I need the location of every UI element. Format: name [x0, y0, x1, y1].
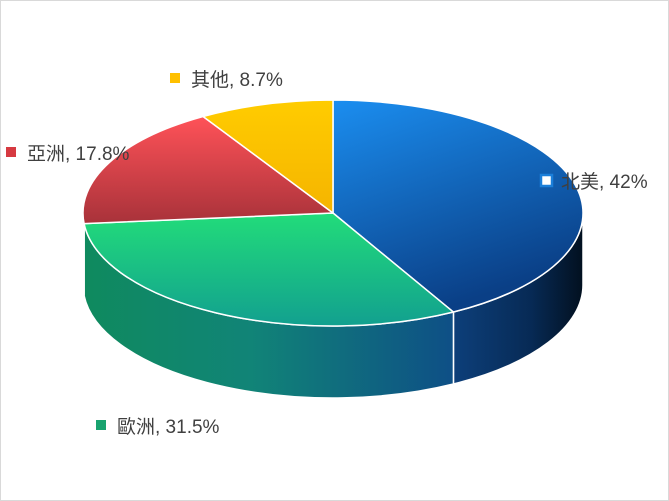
label-text-north-america: 北美, 42%: [561, 171, 648, 193]
legend-marker-europe: [96, 420, 106, 430]
legend-marker-asia: [6, 147, 16, 157]
pie-slice-other: [202, 99, 334, 214]
data-label-north-america: 北美, 42%: [539, 171, 648, 193]
pie-slice-asia: [82, 115, 334, 225]
legend-marker-north-america: [539, 173, 554, 188]
label-text-europe: 歐洲, 31.5%: [117, 416, 220, 438]
label-text-asia: 亞洲, 17.8%: [27, 144, 130, 165]
label-text-other: 其他, 8.7%: [191, 69, 283, 91]
pie-slice-europe: [83, 212, 455, 327]
legend-marker-other: [170, 73, 180, 83]
data-label-other: 其他, 8.7%: [170, 69, 283, 91]
pie-slice-north-america: [332, 99, 584, 313]
data-label-europe: 歐洲, 31.5%: [96, 416, 220, 438]
data-label-asia: 亞洲, 17.8%: [6, 144, 130, 165]
